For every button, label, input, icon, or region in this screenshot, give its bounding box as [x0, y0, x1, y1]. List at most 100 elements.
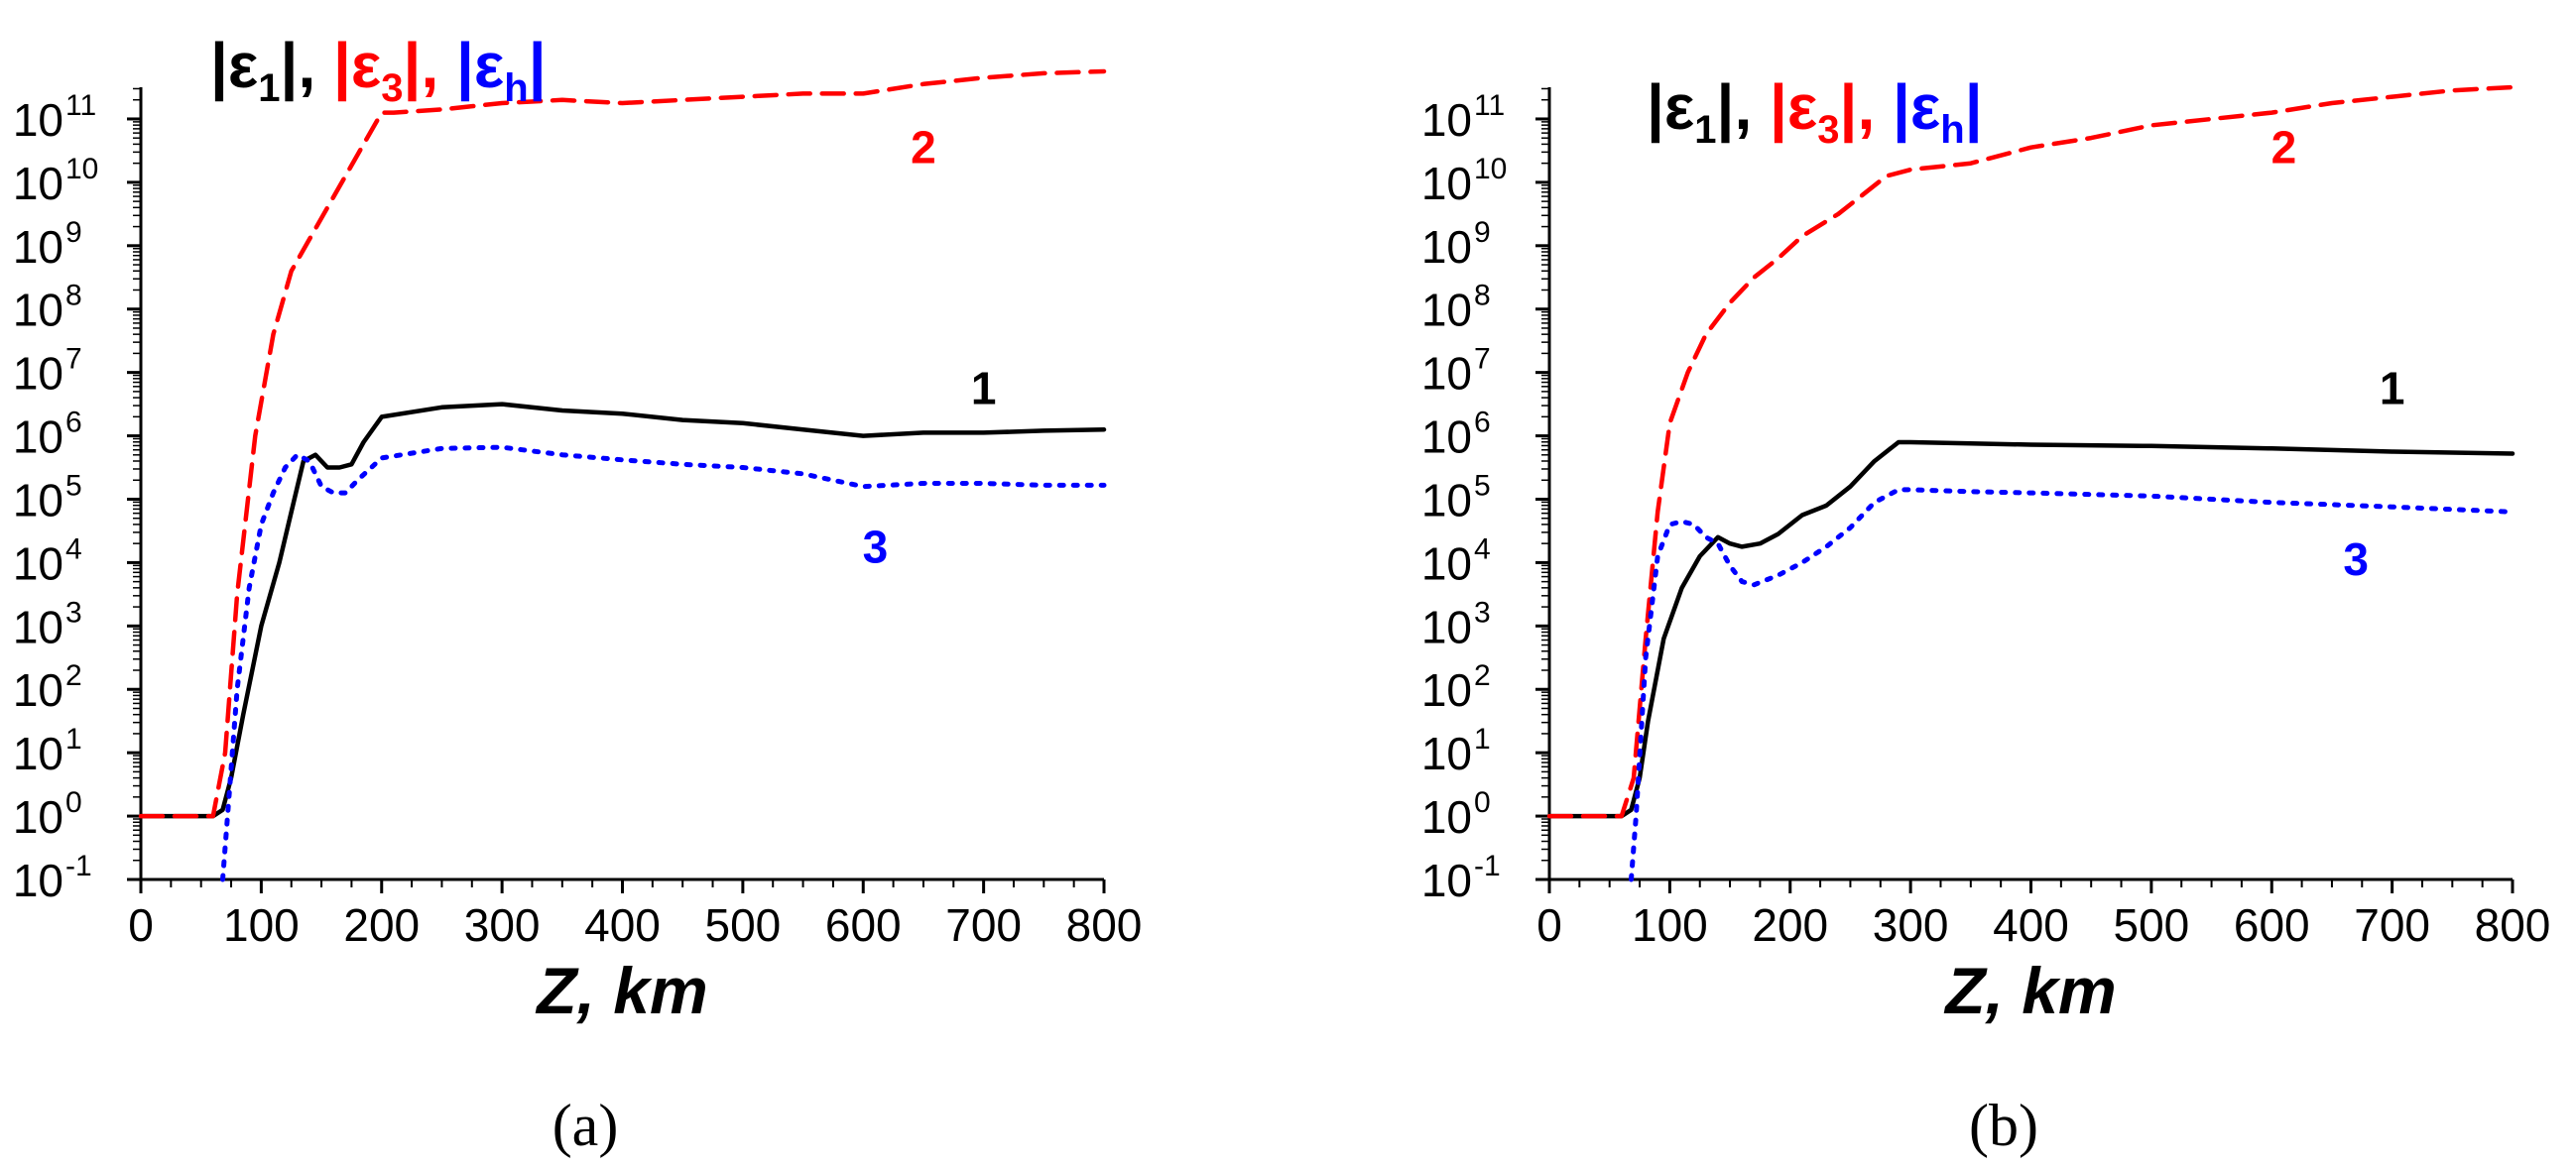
y-tick-exponent: -1	[65, 850, 92, 882]
y-tick-label: 10	[1421, 791, 1472, 843]
y-tick-label: 10	[1421, 221, 1472, 273]
y-tick-label: 10	[13, 855, 63, 906]
x-tick-label: 500	[2114, 899, 2190, 951]
x-tick-label: 200	[343, 899, 420, 951]
series-line-3	[220, 444, 1107, 882]
legend-item-sub: h	[504, 66, 528, 110]
y-tick-exponent: 4	[1474, 532, 1491, 565]
y-tick-exponent: 7	[65, 343, 82, 376]
y-tick-label: 10	[13, 348, 63, 400]
legend-item-suffix: |	[529, 30, 547, 102]
series-line-2	[138, 68, 1107, 819]
y-tick-exponent: 8	[1474, 280, 1491, 312]
y-tick-exponent: 1	[65, 723, 82, 756]
y-tick-exponent: 10	[65, 153, 98, 185]
x-tick-label: 600	[2234, 899, 2310, 951]
legend-item: |ε	[1647, 71, 1694, 144]
y-tick-exponent: -1	[1474, 850, 1501, 882]
y-tick-label: 10	[13, 728, 63, 779]
x-tick-label: 300	[1873, 899, 1949, 951]
x-axis-title: Z, km	[1943, 954, 2116, 1027]
legend-item-suffix: |,	[404, 30, 456, 102]
legend-item-suffix: |,	[1717, 71, 1770, 144]
y-tick-exponent: 10	[1474, 153, 1507, 185]
series-line-1	[1546, 439, 2515, 819]
y-tick-label: 10	[13, 158, 63, 209]
y-tick-label: 10	[13, 411, 63, 463]
series-label-3: 3	[863, 521, 889, 572]
legend-item: |ε	[1770, 71, 1817, 144]
series-label-2: 2	[911, 122, 936, 174]
y-tick-exponent: 8	[65, 280, 82, 312]
legend: |ε1|, |ε3|, |εh|	[210, 30, 547, 110]
y-tick-label: 10	[1421, 601, 1472, 652]
x-tick-label: 200	[1752, 899, 1828, 951]
panel-label: (a)	[552, 1093, 619, 1158]
y-tick-label: 10	[1421, 94, 1472, 146]
x-tick-label: 700	[945, 899, 1022, 951]
legend-item: |ε	[1893, 71, 1940, 144]
y-tick-exponent: 3	[1474, 596, 1491, 629]
legend-item-suffix: |,	[1840, 71, 1893, 144]
x-tick-label: 700	[2354, 899, 2430, 951]
y-tick-exponent: 2	[65, 659, 82, 692]
series-line-2	[1546, 84, 2515, 819]
y-tick-label: 10	[1421, 158, 1472, 209]
legend-item-suffix: |	[1965, 71, 1983, 144]
y-tick-exponent: 6	[65, 407, 82, 439]
legend: |ε1|, |ε3|, |εh|	[1647, 71, 1983, 152]
x-tick-label: 500	[705, 899, 782, 951]
panel-label: (b)	[1969, 1093, 2038, 1158]
y-tick-exponent: 5	[65, 469, 82, 502]
x-tick-label: 300	[464, 899, 541, 951]
series-line-1	[138, 402, 1107, 819]
y-tick-label: 10	[1421, 537, 1472, 589]
y-tick-exponent: 0	[1474, 786, 1491, 819]
y-tick-label: 10	[13, 664, 63, 716]
y-tick-label: 10	[13, 537, 63, 589]
x-tick-label: 0	[1536, 899, 1562, 951]
legend-item: |ε	[333, 30, 381, 102]
series-label-1: 1	[2380, 363, 2405, 414]
legend-item: |ε	[210, 30, 258, 102]
y-tick-label: 10	[13, 474, 63, 526]
y-tick-label: 10	[1421, 411, 1472, 463]
legend-item-sub: 1	[1694, 108, 1716, 152]
y-tick-exponent: 3	[65, 596, 82, 629]
x-tick-label: 100	[223, 899, 300, 951]
y-tick-label: 10	[1421, 348, 1472, 400]
y-tick-exponent: 0	[65, 786, 82, 819]
x-axis-title: Z, km	[535, 954, 707, 1027]
y-tick-label: 10	[13, 221, 63, 273]
series-label-3: 3	[2343, 533, 2369, 585]
x-tick-label: 800	[2475, 899, 2551, 951]
y-tick-exponent: 1	[1474, 723, 1491, 756]
series-label-2: 2	[2271, 122, 2297, 174]
x-tick-label: 100	[1632, 899, 1708, 951]
y-tick-exponent: 7	[1474, 343, 1491, 376]
y-tick-exponent: 11	[1474, 89, 1505, 122]
legend-item-sub: 3	[381, 66, 403, 110]
y-tick-exponent: 5	[1474, 469, 1491, 502]
y-tick-exponent: 11	[65, 89, 96, 122]
y-tick-exponent: 6	[1474, 407, 1491, 439]
y-tick-exponent: 9	[65, 216, 82, 249]
y-tick-exponent: 9	[1474, 216, 1491, 249]
y-tick-label: 10	[1421, 474, 1472, 526]
y-tick-label: 10	[13, 94, 63, 146]
x-tick-label: 800	[1066, 899, 1143, 951]
legend-item: |ε	[456, 30, 504, 102]
y-tick-label: 10	[1421, 664, 1472, 716]
y-tick-label: 10	[1421, 855, 1472, 906]
series-label-1: 1	[971, 363, 997, 414]
y-tick-label: 10	[1421, 728, 1472, 779]
y-tick-label: 10	[13, 285, 63, 336]
x-tick-label: 600	[825, 899, 902, 951]
y-tick-label: 10	[13, 601, 63, 652]
x-tick-label: 400	[584, 899, 661, 951]
y-tick-exponent: 4	[65, 532, 82, 565]
y-tick-exponent: 2	[1474, 659, 1491, 692]
